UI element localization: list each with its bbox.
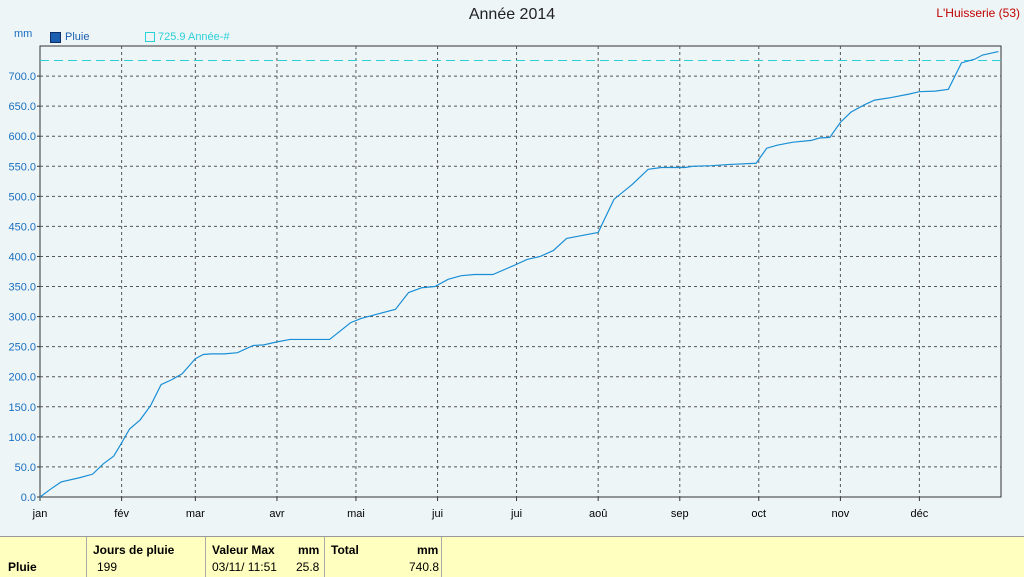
jours-cell: Jours de pluie 199 xyxy=(87,537,206,577)
total-unit: mm xyxy=(417,543,439,557)
x-tick-label: fév xyxy=(114,508,129,520)
x-tick-label: mar xyxy=(186,508,205,520)
x-tick-label: mai xyxy=(347,508,365,520)
jours-value: 199 xyxy=(97,560,118,574)
y-tick-label: 50.0 xyxy=(15,462,36,474)
plot-area xyxy=(39,45,1002,498)
y-tick-label: 700.0 xyxy=(8,71,36,83)
series-line-pluie xyxy=(39,50,999,498)
y-unit-label: mm xyxy=(14,28,33,40)
valmax-unit: mm xyxy=(298,543,320,557)
row-label-cell: Pluie xyxy=(0,537,87,577)
legend-swatch-reference xyxy=(145,32,155,42)
station-name: L'Huisserie (53) xyxy=(936,6,1020,20)
legend-swatch-pluie xyxy=(50,31,61,43)
valmax-date: 03/11/ 11:51 xyxy=(212,560,277,574)
row-label: Pluie xyxy=(8,560,37,574)
x-tick-label: jan xyxy=(32,508,48,520)
x-tick-label: déc xyxy=(911,508,929,520)
chart-title: Année 2014 xyxy=(468,6,556,23)
legend-pluie[interactable]: Pluie xyxy=(50,31,89,43)
x-tick-label: avr xyxy=(269,508,285,520)
x-tick-label: sep xyxy=(671,508,689,520)
total-header: Total xyxy=(331,543,359,557)
rain-chart: 0.0 50.0 100.0 150.0 200.0 250.0 300.0 350.0 400… xyxy=(8,45,1002,520)
total-value: 740.8 xyxy=(409,560,440,574)
valmax-cell: Valeur Max mm 03/11/ 11:51 25.8 xyxy=(206,537,325,577)
y-tick-label: 0.0 xyxy=(21,492,36,504)
y-tick-label: 250.0 xyxy=(8,342,36,354)
y-tick-label: 450.0 xyxy=(8,221,36,233)
y-tick-label: 550.0 xyxy=(8,161,36,173)
y-tick-label: 100.0 xyxy=(8,432,36,444)
legend-label-pluie: Pluie xyxy=(65,31,90,43)
jours-header: Jours de pluie xyxy=(93,543,175,557)
y-tick-label: 500.0 xyxy=(8,191,36,203)
y-tick-label: 400.0 xyxy=(8,251,36,263)
x-tick-label: jui xyxy=(431,508,443,520)
summary-table: Pluie Jours de pluie 199 Valeur Max mm 0… xyxy=(0,536,1024,577)
legend-label-reference: 725.9 Année-# xyxy=(158,31,230,43)
y-tick-label: 200.0 xyxy=(8,372,36,384)
x-tick-label: nov xyxy=(832,508,850,520)
y-tick-label: 150.0 xyxy=(8,402,36,414)
valmax-value: 25.8 xyxy=(296,560,320,574)
y-tick-label: 300.0 xyxy=(8,312,36,324)
x-tick-label: oct xyxy=(751,508,766,520)
x-tick-label: aoû xyxy=(589,508,607,520)
y-tick-label: 600.0 xyxy=(8,131,36,143)
x-tick-label: jui xyxy=(510,508,522,520)
valmax-header: Valeur Max xyxy=(212,543,275,557)
total-cell: Total mm 740.8 xyxy=(325,537,442,577)
y-tick-label: 350.0 xyxy=(8,282,36,294)
y-tick-label: 650.0 xyxy=(8,101,36,113)
legend-reference[interactable]: 725.9 Année-# xyxy=(145,31,230,43)
